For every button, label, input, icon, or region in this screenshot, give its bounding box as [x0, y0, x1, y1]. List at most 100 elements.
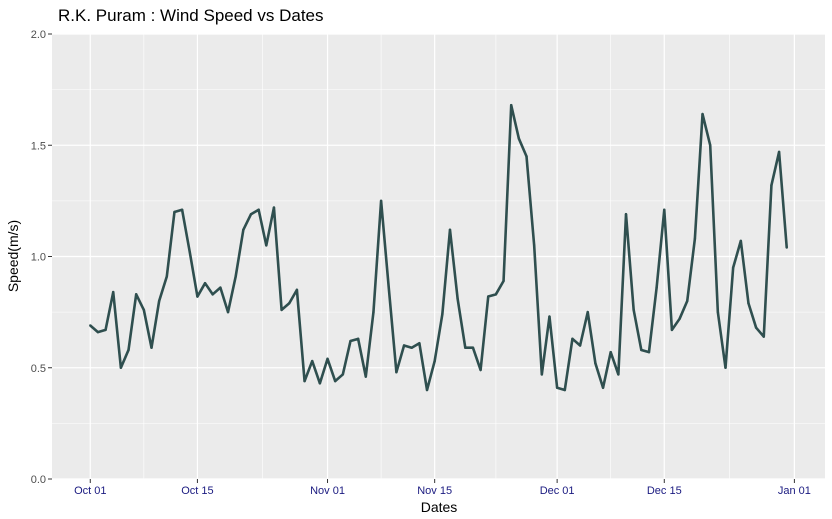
data-point — [632, 308, 635, 312]
data-point — [640, 348, 643, 352]
data-point — [739, 239, 743, 243]
data-point — [219, 286, 222, 289]
data-point — [165, 275, 168, 278]
data-point — [211, 293, 214, 296]
data-point — [517, 137, 521, 140]
data-point — [663, 208, 666, 211]
data-point — [548, 315, 551, 318]
data-point — [226, 310, 230, 314]
data-point — [670, 328, 674, 332]
data-point — [601, 386, 605, 389]
data-point — [157, 299, 161, 303]
data-point — [701, 112, 704, 116]
data-point — [234, 275, 237, 278]
data-point — [487, 295, 490, 298]
data-point — [280, 308, 283, 312]
data-point — [272, 206, 276, 209]
x-axis-title: Dates — [421, 499, 458, 515]
data-point — [777, 150, 781, 154]
data-point — [349, 339, 352, 343]
data-point — [288, 302, 291, 305]
data-point — [441, 313, 444, 316]
data-point — [303, 379, 306, 383]
data-point — [770, 184, 773, 187]
y-axis-title: Speed(m/s) — [5, 220, 21, 292]
data-point — [448, 228, 452, 231]
data-point — [96, 330, 100, 334]
data-point — [502, 279, 505, 283]
data-point — [203, 282, 207, 285]
series-line — [89, 103, 789, 392]
data-point — [188, 250, 191, 254]
data-point — [494, 293, 498, 296]
data-point — [379, 199, 383, 203]
data-point — [655, 286, 658, 289]
y-tick-label: 1.5 — [31, 140, 46, 152]
y-tick-label: 1.0 — [31, 252, 46, 264]
x-tick-label: Jan 01 — [778, 485, 811, 497]
data-point — [578, 344, 582, 347]
data-point — [686, 299, 689, 303]
data-point — [555, 386, 559, 389]
data-point — [693, 237, 697, 240]
data-point — [624, 213, 628, 216]
data-point — [716, 310, 720, 314]
data-point — [402, 344, 406, 347]
data-point — [418, 342, 421, 345]
data-point — [532, 244, 536, 247]
data-point — [731, 266, 735, 269]
data-point — [142, 308, 146, 312]
data-point — [242, 228, 245, 231]
data-point — [180, 208, 184, 211]
data-point — [311, 359, 314, 363]
data-point — [119, 366, 123, 369]
chart-title: R.K. Puram : Wind Speed vs Dates — [58, 6, 324, 25]
grid-lines — [52, 33, 825, 480]
data-point — [479, 368, 482, 372]
data-point — [326, 357, 329, 361]
data-point — [709, 144, 712, 147]
data-point — [594, 362, 597, 365]
data-point — [425, 388, 429, 392]
x-tick-label: Nov 15 — [417, 485, 452, 497]
axes: 0.0 0.5 1.0 1.5 2.0 Oct 01 Oct 15 Nov 01 Nov 15 D… — [31, 29, 811, 497]
data-point — [471, 346, 475, 349]
data-point — [196, 295, 199, 298]
data-point — [754, 326, 758, 329]
data-point — [456, 297, 459, 300]
data-point — [563, 388, 566, 392]
x-tick-label: Dec 15 — [647, 485, 682, 497]
x-tick-label: Oct 15 — [181, 485, 213, 497]
data-point — [678, 317, 681, 320]
data-point — [356, 337, 360, 341]
data-point — [104, 328, 107, 332]
y-tick-label: 0.0 — [31, 474, 46, 486]
data-point — [134, 293, 138, 296]
y-tick-label: 2.0 — [31, 29, 46, 41]
data-point — [410, 346, 413, 349]
data-point — [318, 382, 322, 385]
data-point — [747, 302, 750, 305]
data-point — [785, 246, 788, 249]
data-point — [525, 155, 528, 158]
data-point — [257, 208, 260, 211]
data-point — [724, 366, 727, 369]
data-point — [372, 310, 375, 314]
y-tick-label: 0.5 — [31, 363, 46, 375]
data-point — [395, 371, 398, 374]
data-point — [341, 373, 345, 376]
data-point — [265, 244, 268, 247]
data-point — [387, 286, 390, 289]
data-point — [112, 290, 115, 294]
data-point — [609, 350, 612, 354]
data-point — [617, 373, 620, 376]
series-layer — [89, 103, 789, 392]
data-point — [89, 324, 92, 327]
data-point — [150, 346, 153, 349]
data-point — [173, 210, 176, 214]
data-point — [433, 359, 436, 363]
data-point — [762, 335, 765, 338]
data-point — [464, 346, 467, 349]
data-point — [249, 213, 253, 216]
